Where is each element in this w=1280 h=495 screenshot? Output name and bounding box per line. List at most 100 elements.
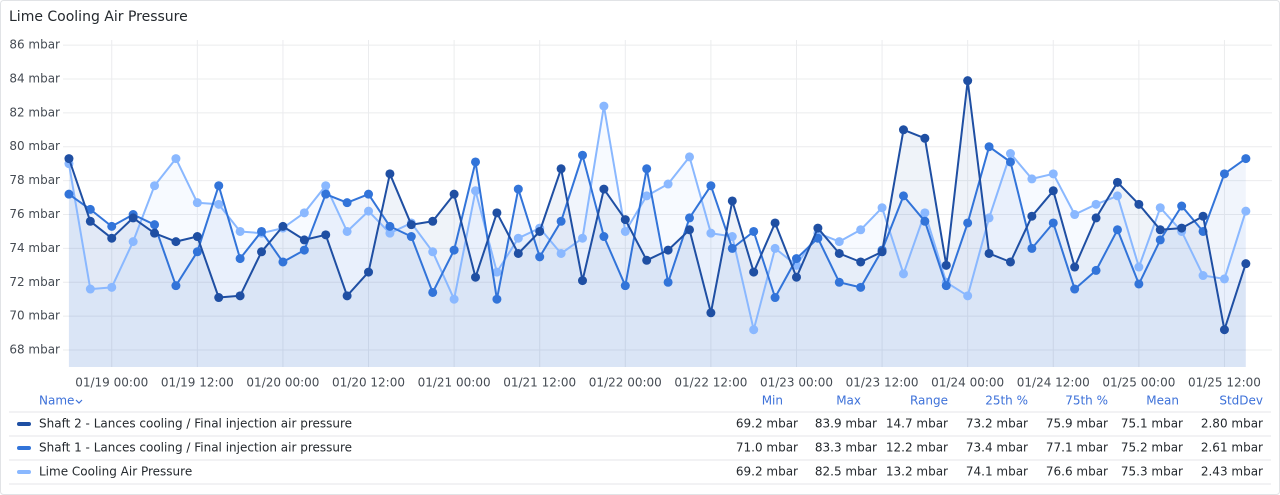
- data-point: [299, 208, 309, 218]
- data-point: [1241, 206, 1251, 216]
- legend-stat: 69.2 mbar: [736, 417, 798, 431]
- x-tick-label: 01/21 00:00: [418, 376, 491, 390]
- data-point: [278, 221, 288, 231]
- data-point: [898, 269, 908, 279]
- data-point: [791, 254, 801, 264]
- legend-stat: 69.2 mbar: [736, 465, 798, 479]
- data-point: [535, 226, 545, 236]
- data-point: [599, 101, 609, 111]
- data-point: [642, 255, 652, 265]
- data-point: [1027, 243, 1037, 253]
- x-tick-label: 01/20 00:00: [246, 376, 319, 390]
- y-tick-label: 68 mbar: [9, 343, 60, 357]
- data-point: [107, 233, 117, 243]
- data-point: [1091, 213, 1101, 223]
- data-point: [941, 260, 951, 270]
- legend-stat: 2.80 mbar: [1201, 417, 1263, 431]
- data-point: [791, 272, 801, 282]
- data-point: [984, 248, 994, 258]
- data-point: [150, 181, 160, 191]
- data-point: [385, 169, 395, 179]
- legend-header: Max: [836, 394, 861, 408]
- series-area: [68, 80, 1246, 367]
- y-tick-label: 82 mbar: [9, 105, 60, 119]
- legend-name: Lime Cooling Air Pressure: [39, 465, 192, 479]
- x-tick-label: 01/25 00:00: [1102, 376, 1175, 390]
- x-tick-label: 01/22 00:00: [589, 376, 662, 390]
- data-point: [1198, 211, 1208, 221]
- data-point: [984, 213, 994, 223]
- data-point: [492, 267, 502, 277]
- data-point: [150, 220, 160, 230]
- legend-stat: 71.0 mbar: [736, 441, 798, 455]
- data-point: [620, 226, 630, 236]
- legend-swatch: [17, 470, 31, 474]
- legend-stat: 73.4 mbar: [966, 441, 1028, 455]
- legend-swatch: [17, 446, 31, 450]
- data-point: [171, 154, 181, 164]
- data-point: [727, 243, 737, 253]
- y-tick-label: 72 mbar: [9, 275, 60, 289]
- data-point: [749, 226, 759, 236]
- data-point: [171, 237, 181, 247]
- legend-stat: 75.1 mbar: [1121, 417, 1183, 431]
- data-point: [920, 133, 930, 143]
- data-point: [1005, 257, 1015, 267]
- data-point: [684, 213, 694, 223]
- data-point: [1219, 325, 1229, 335]
- y-tick-label: 74 mbar: [9, 241, 60, 255]
- data-point: [1219, 169, 1229, 179]
- legend-stat: 75.2 mbar: [1121, 441, 1183, 455]
- legend-stat: 12.2 mbar: [886, 441, 948, 455]
- data-point: [834, 237, 844, 247]
- legend-stat: 77.1 mbar: [1046, 441, 1108, 455]
- data-point: [663, 245, 673, 255]
- data-point: [749, 325, 759, 335]
- data-point: [128, 213, 138, 223]
- data-point: [684, 225, 694, 235]
- x-tick-label: 01/20 12:00: [332, 376, 405, 390]
- data-point: [471, 157, 481, 167]
- panel-title: Lime Cooling Air Pressure: [9, 9, 188, 25]
- legend-name: Shaft 1 - Lances cooling / Final injecti…: [39, 441, 352, 455]
- legend: Name Min Max Range 25th % 75th % Mean StdDev Sha…: [9, 394, 1271, 485]
- x-tick-label: 01/24 00:00: [931, 376, 1004, 390]
- data-point: [428, 287, 438, 297]
- series-line: [68, 145, 1247, 301]
- data-point: [1048, 186, 1058, 196]
- data-point: [1155, 203, 1165, 213]
- data-point: [963, 291, 973, 301]
- data-point: [813, 223, 823, 233]
- legend-header: Min: [762, 394, 783, 408]
- series-line: [67, 79, 1247, 331]
- data-point: [364, 206, 374, 216]
- data-point: [449, 189, 459, 199]
- data-point: [1241, 259, 1251, 269]
- data-point: [706, 228, 716, 238]
- data-point: [1241, 154, 1251, 164]
- legend-header: StdDev: [1219, 394, 1263, 408]
- x-tick-label: 01/23 00:00: [760, 376, 833, 390]
- data-point: [85, 284, 95, 294]
- data-point: [1112, 225, 1122, 235]
- data-point: [214, 181, 224, 191]
- data-point: [321, 230, 331, 240]
- x-tick-label: 01/19 12:00: [161, 376, 234, 390]
- data-point: [599, 184, 609, 194]
- data-point: [449, 245, 459, 255]
- x-tick-label: 01/19 00:00: [75, 376, 148, 390]
- legend-stat: 83.3 mbar: [815, 441, 877, 455]
- data-point: [834, 248, 844, 258]
- x-tick-label: 01/21 12:00: [503, 376, 576, 390]
- data-point: [214, 293, 224, 303]
- data-point: [1027, 211, 1037, 221]
- data-point: [898, 125, 908, 135]
- legend-stat: 83.9 mbar: [815, 417, 877, 431]
- data-point: [471, 186, 481, 196]
- legend-stat: 75.3 mbar: [1121, 465, 1183, 479]
- data-point: [663, 277, 673, 287]
- data-point: [663, 179, 673, 189]
- data-point: [556, 164, 566, 174]
- data-point: [492, 208, 502, 218]
- series: [64, 142, 1251, 304]
